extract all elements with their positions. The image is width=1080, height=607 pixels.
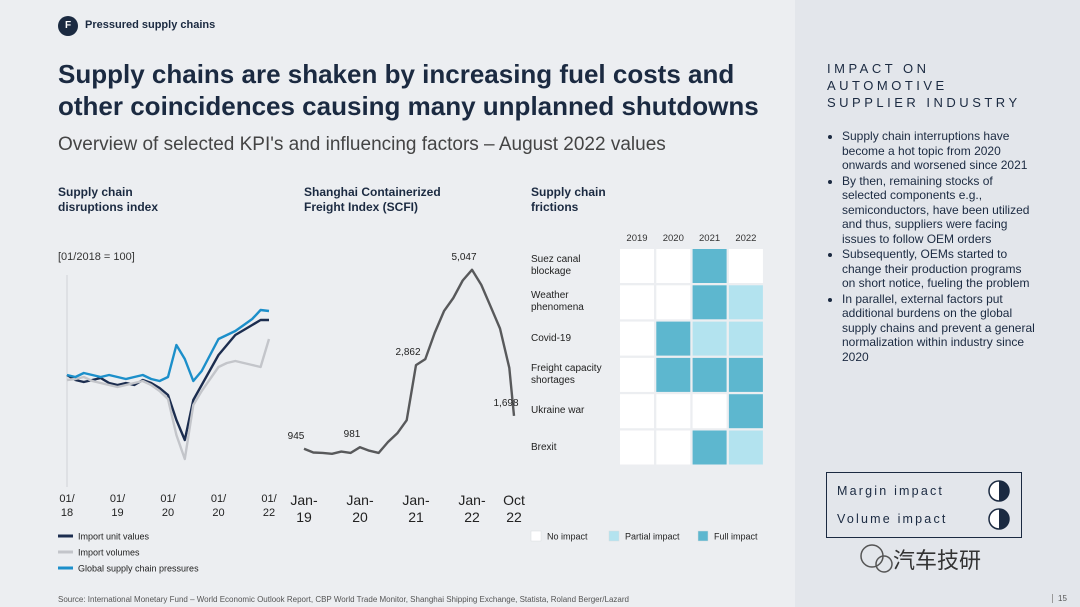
value-label: 981 [344, 429, 361, 440]
x-tick-label: Jan- 20 [346, 492, 374, 525]
row-label: Freight capacity shortages [531, 362, 602, 386]
chart-note: [01/2018 = 100] [58, 251, 135, 263]
bullet: In parallel, external factors put additi… [842, 292, 1037, 365]
section-label: Pressured supply chains [85, 19, 216, 31]
row-label: Covid-19 [531, 332, 572, 344]
bullet: Supply chain interruptions have become a… [842, 129, 1037, 173]
impact-cell [620, 357, 654, 392]
impact-cell [728, 285, 763, 320]
impact-cell [692, 285, 727, 320]
watermark: 汽车技研 [893, 548, 982, 573]
x-tick-label: 01/ 19 [109, 493, 126, 519]
row-label: Brexit [531, 441, 557, 453]
column-header: 2022 [735, 233, 756, 244]
bullet: By then, remaining stocks of selected co… [842, 174, 1037, 247]
badge: F [58, 16, 78, 36]
impact-label: Margin impact [837, 484, 944, 498]
series-line [66, 308, 270, 383]
value-label: 1,698 [493, 398, 518, 409]
impact-cell [656, 249, 691, 283]
impact-cell [656, 357, 691, 392]
x-tick-label: Jan- 19 [290, 492, 318, 525]
page-number: 15 [1052, 594, 1067, 603]
x-tick-label: Jan- 21 [402, 492, 430, 525]
value-label: 2,862 [395, 347, 420, 358]
chart-title: Supply chain disruptions index [58, 185, 159, 214]
impact-cell [728, 321, 763, 356]
impact-cell [692, 394, 727, 429]
x-tick-label: Oct 22 [503, 492, 525, 525]
impact-cell [728, 357, 763, 392]
impact-cell [656, 321, 691, 356]
legend-label: No impact [547, 532, 588, 542]
impact-cell [728, 394, 763, 429]
x-tick-label: 01/ 20 [210, 493, 227, 519]
impact-cell [692, 321, 727, 356]
column-header: 2020 [663, 233, 684, 244]
impact-cell [620, 394, 654, 429]
impact-box [826, 472, 1022, 538]
row-label: Suez canal blockage [531, 254, 581, 277]
row-label: Ukraine war [531, 405, 585, 417]
x-tick-label: 01/ 20 [160, 493, 176, 519]
legend-label: Global supply chain pressures [78, 564, 199, 574]
subtitle: Overview of selected KPI's and influenci… [58, 134, 666, 155]
legend-swatch [697, 530, 709, 542]
impact-cell [620, 249, 654, 283]
row-label: Weather phenomena [531, 290, 584, 314]
impact-cell [620, 430, 654, 465]
legend-swatch [530, 530, 542, 542]
source: Source: International Monetary Fund – Wo… [58, 595, 629, 604]
impact-cell [692, 357, 727, 392]
impact-cell [656, 394, 691, 429]
impact-cell [620, 321, 654, 356]
legend-label: Import unit values [78, 532, 150, 542]
watermark-icon [860, 544, 884, 568]
value-label: 945 [288, 431, 305, 442]
impact-icon-fill [999, 509, 1009, 529]
column-header: 2021 [699, 233, 720, 244]
chart-title: Shanghai Containerized Freight Index (SC… [304, 185, 441, 214]
impact-cell [692, 249, 727, 283]
table-title: Supply chain frictions [531, 185, 606, 214]
impact-cell [620, 285, 654, 320]
sidebar-heading: IMPACT ON AUTOMOTIVE SUPPLIER INDUSTRY [827, 61, 1021, 110]
impact-cell [728, 430, 763, 465]
watermark-icon [875, 555, 893, 573]
impact-cell [692, 430, 727, 465]
impact-label: Volume impact [837, 512, 948, 526]
series-line [66, 318, 269, 442]
legend-swatch [608, 530, 620, 542]
x-tick-label: 01/ 22 [261, 493, 277, 519]
legend-label: Full impact [714, 532, 758, 542]
title: Supply chains are shaken by increasing f… [58, 59, 759, 121]
sidebar [795, 0, 1080, 607]
column-header: 2019 [626, 233, 647, 244]
value-label: 5,047 [451, 252, 476, 263]
x-tick-label: 01/ 18 [59, 493, 75, 519]
series-line [66, 338, 271, 461]
impact-cell [656, 430, 691, 465]
bullet: Subsequently, OEMs started to change the… [842, 247, 1037, 291]
legend-label: Import volumes [78, 548, 140, 558]
series-line [303, 268, 516, 455]
impact-cell [656, 285, 691, 320]
legend-label: Partial impact [625, 532, 680, 542]
impact-icon-fill [999, 481, 1009, 501]
impact-cell [728, 249, 763, 283]
bullet-list: Supply chain interruptions have become a… [826, 129, 1037, 365]
x-tick-label: Jan- 22 [458, 492, 486, 525]
